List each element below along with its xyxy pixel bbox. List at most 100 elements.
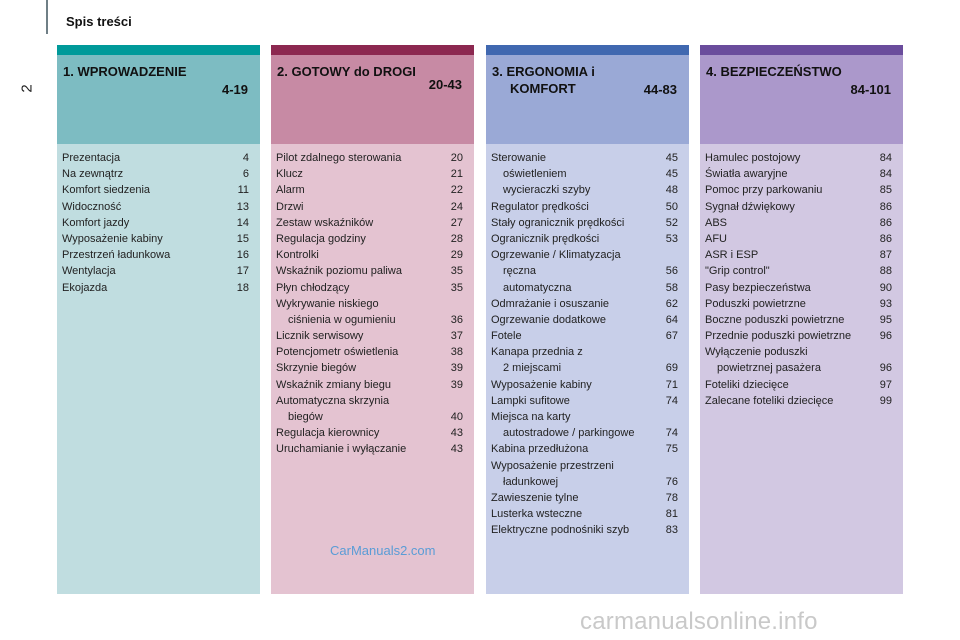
toc-entry[interactable]: automatyczna 58 — [491, 280, 678, 296]
toc-entry-page: 84 — [879, 152, 892, 164]
toc-entry[interactable]: Klucz 21 — [276, 166, 463, 182]
section-body: Pilot zdalnego sterowania 20 Klucz 21 Alarm 2… — [271, 144, 474, 594]
toc-entry-title: Licznik serwisowy — [276, 330, 364, 343]
toc-entry[interactable]: Pomoc przy parkowaniu 85 — [705, 182, 892, 198]
toc-entry[interactable]: Miejsca na karty — [491, 409, 678, 425]
toc-entry[interactable]: Potencjometr oświetlenia 38 — [276, 344, 463, 360]
toc-entry-title: Płyn chłodzący — [276, 281, 350, 294]
toc-entry[interactable]: "Grip control" 88 — [705, 263, 892, 279]
toc-entry[interactable]: Uruchamianie i wyłączanie 43 — [276, 441, 463, 457]
toc-entry[interactable]: Komfort jazdy 14 — [62, 215, 249, 231]
toc-entry-page: 28 — [450, 232, 463, 245]
toc-entry[interactable]: Odmrażanie i osuszanie 62 — [491, 296, 678, 312]
toc-entry[interactable]: Lusterka wsteczne 81 — [491, 506, 678, 522]
toc-entry[interactable]: Płyn chłodzący 35 — [276, 280, 463, 296]
toc-entry-title: Miejsca na karty — [491, 411, 571, 423]
toc-entry[interactable]: Skrzynie biegów 39 — [276, 360, 463, 376]
toc-entry[interactable]: biegów 40 — [276, 409, 463, 425]
toc-entry[interactable]: Wskaźnik poziomu paliwa 35 — [276, 263, 463, 279]
toc-entry[interactable]: Pasy bezpieczeństwa 90 — [705, 280, 892, 296]
toc-entry[interactable]: Kontrolki 29 — [276, 247, 463, 263]
toc-entry-title: Odmrażanie i osuszanie — [491, 297, 610, 310]
toc-entry[interactable]: Światła awaryjne 84 — [705, 166, 892, 182]
toc-entry-title: Stały ogranicznik prędkości — [491, 216, 625, 229]
toc-entry[interactable]: wycieraczki szyby 48 — [491, 182, 678, 198]
toc-entry[interactable]: Regulator prędkości 50 — [491, 199, 678, 215]
toc-entry[interactable]: Zawieszenie tylne 78 — [491, 490, 678, 506]
toc-entry[interactable]: Ogrzewanie / Klimatyzacja — [491, 247, 678, 263]
toc-entry[interactable]: Poduszki powietrzne 93 — [705, 296, 892, 312]
toc-entry-title: Drzwi — [276, 200, 304, 213]
toc-entry-title: Pilot zdalnego sterowania — [276, 152, 402, 164]
toc-entry[interactable]: ręczna 56 — [491, 263, 678, 279]
toc-entry[interactable]: Drzwi 24 — [276, 199, 463, 215]
toc-entry-title: Ekojazda — [62, 281, 108, 294]
toc-entry[interactable]: Wyposażenie kabiny 15 — [62, 231, 249, 247]
toc-entry-title: Komfort siedzenia — [62, 184, 151, 197]
toc-entry-page: 62 — [665, 297, 678, 310]
toc-entry[interactable]: Lampki sufitowe 74 — [491, 393, 678, 409]
section-strip — [700, 45, 903, 55]
toc-entry[interactable]: Wyposażenie kabiny 71 — [491, 377, 678, 393]
toc-entry[interactable]: powietrznej pasażera 96 — [705, 360, 892, 376]
toc-entry[interactable]: Sygnał dźwiękowy 86 — [705, 199, 892, 215]
toc-entry[interactable]: Zalecane foteliki dziecięce 99 — [705, 393, 892, 409]
toc-entry[interactable]: Wentylacja 17 — [62, 263, 249, 279]
toc-entry[interactable]: Elektryczne podnośniki szyb 83 — [491, 522, 678, 538]
toc-entry[interactable]: Foteliki dziecięce 97 — [705, 377, 892, 393]
toc-entry[interactable]: Stały ogranicznik prędkości 52 — [491, 215, 678, 231]
toc-entry-page: 22 — [450, 184, 463, 197]
toc-entry[interactable]: oświetleniem 45 — [491, 166, 678, 182]
toc-entry[interactable]: Wyposażenie przestrzeni — [491, 458, 678, 474]
toc-entry[interactable]: Regulacja kierownicy 43 — [276, 425, 463, 441]
toc-entry[interactable]: Wykrywanie niskiego — [276, 296, 463, 312]
toc-entry-title: Potencjometr oświetlenia — [276, 346, 399, 359]
toc-entry-title: Wskaźnik poziomu paliwa — [276, 265, 402, 278]
toc-entry[interactable]: Boczne poduszki powietrzne 95 — [705, 312, 892, 328]
toc-entry[interactable]: 2 miejscami 69 — [491, 360, 678, 376]
toc-entry-page: 56 — [665, 265, 678, 278]
toc-entry[interactable]: Automatyczna skrzynia — [276, 393, 463, 409]
toc-entry[interactable]: Kanapa przednia z — [491, 344, 678, 360]
toc-entry[interactable]: Widoczność 13 — [62, 199, 249, 215]
toc-entry-title: Automatyczna skrzynia — [276, 394, 390, 407]
toc-entry[interactable]: ASR i ESP 87 — [705, 247, 892, 263]
toc-entry-title: biegów — [288, 411, 323, 423]
toc-entry[interactable]: Hamulec postojowy 84 — [705, 150, 892, 166]
page-title: Spis treści — [66, 14, 132, 29]
toc-entry[interactable]: Pilot zdalnego sterowania 20 — [276, 150, 463, 166]
toc-entry-title: powietrznej pasażera — [717, 362, 821, 375]
toc-entry-title: Prezentacja — [62, 152, 121, 164]
toc-entry[interactable]: Przestrzeń ładunkowa 16 — [62, 247, 249, 263]
toc-entry[interactable]: Prezentacja 4 — [62, 150, 249, 166]
toc-entry[interactable]: Licznik serwisowy 37 — [276, 328, 463, 344]
toc-entry-title: oświetleniem — [503, 168, 567, 181]
toc-entry[interactable]: Na zewnątrz 6 — [62, 166, 249, 182]
toc-entry-title: Światła awaryjne — [705, 168, 788, 181]
toc-entry-page: 11 — [237, 184, 249, 197]
toc-entry[interactable]: Fotele 67 — [491, 328, 678, 344]
toc-entry[interactable]: Regulacja godziny 28 — [276, 231, 463, 247]
toc-entry[interactable]: Ogrzewanie dodatkowe 64 — [491, 312, 678, 328]
toc-entry-page: 21 — [450, 168, 463, 181]
toc-entry[interactable]: autostradowe / parkingowe 74 — [491, 425, 678, 441]
toc-entry[interactable]: ciśnienia w ogumieniu 36 — [276, 312, 463, 328]
section-body: Prezentacja 4 Na zewnątrz 6 Komfort siedzeni… — [57, 144, 260, 594]
toc-entry[interactable]: Ogranicznik prędkości 53 — [491, 231, 678, 247]
toc-entry[interactable]: Kabina przedłużona 75 — [491, 441, 678, 457]
toc-entry[interactable]: Wskaźnik zmiany biegu 39 — [276, 377, 463, 393]
toc-entry[interactable]: Sterowanie 45 — [491, 150, 678, 166]
toc-entry-page: 84 — [879, 168, 892, 181]
toc-entry[interactable]: Wyłączenie poduszki — [705, 344, 892, 360]
toc-entry[interactable]: Przednie poduszki powietrzne 96 — [705, 328, 892, 344]
toc-entry[interactable]: AFU 86 — [705, 231, 892, 247]
toc-entry[interactable]: ładunkowej 76 — [491, 474, 678, 490]
toc-entry-title: Pasy bezpieczeństwa — [705, 281, 811, 294]
toc-entry[interactable]: ABS 86 — [705, 215, 892, 231]
section-ergonomia-i-komfort: 3. ERGONOMIA i KOMFORT 44-83 Sterowanie 4… — [486, 45, 689, 594]
toc-entry[interactable]: Zestaw wskaźników 27 — [276, 215, 463, 231]
section-wprowadzenie: 1. WPROWADZENIE 4-19 Prezentacja 4 Na zewn… — [57, 45, 260, 594]
toc-entry[interactable]: Ekojazda 18 — [62, 280, 249, 296]
toc-entry[interactable]: Alarm 22 — [276, 182, 463, 198]
toc-entry[interactable]: Komfort siedzenia 11 — [62, 182, 249, 198]
